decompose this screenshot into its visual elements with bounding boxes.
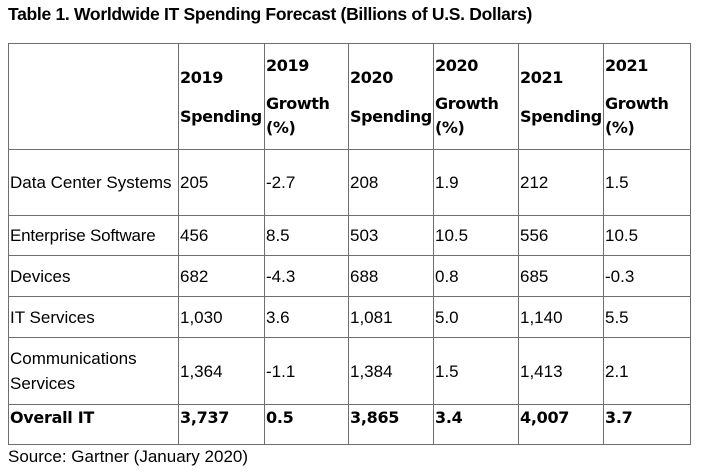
cell-2021-growth: 3.7 (603, 404, 691, 445)
header-2020-spending: 2020 Spending (348, 43, 434, 150)
segment-label: Enterprise Software (8, 215, 179, 256)
cell-2020-spending: 1,384 (348, 337, 434, 405)
table-row: Data Center Systems 205 -2.7 208 1.9 212… (8, 149, 691, 216)
header-year: 2019 (180, 67, 223, 87)
header-2019-spending: 2019 Spending (178, 43, 265, 150)
header-label: Growth (%) (605, 94, 669, 137)
cell-2021-spending: 556 (518, 215, 604, 256)
cell-2021-spending: 1,413 (518, 337, 604, 405)
cell-2021-growth: 2.1 (603, 337, 691, 405)
cell-2019-spending: 682 (178, 255, 265, 297)
header-2019-growth: 2019 Growth (%) (264, 43, 349, 150)
cell-2019-growth: -2.7 (264, 149, 349, 216)
header-2020-growth: 2020 Growth (%) (433, 43, 519, 150)
source-note: Source: Gartner (January 2020) (8, 447, 249, 466)
cell-2019-spending: 1,364 (178, 337, 265, 405)
cell-2021-growth: 1.5 (603, 149, 691, 216)
cell-2021-growth: 10.5 (603, 215, 691, 256)
cell-2020-growth: 5.0 (433, 296, 519, 338)
segment-label: IT Services (8, 296, 179, 338)
header-label: Growth (%) (435, 94, 499, 137)
header-year: 2021 (520, 67, 563, 87)
header-2021-spending: 2021 Spending (518, 43, 604, 150)
table-row: IT Services 1,030 3.6 1,081 5.0 1,140 5.… (8, 296, 691, 338)
cell-2019-spending: 3,737 (178, 404, 265, 445)
header-label: Spending (350, 106, 432, 126)
cell-2019-growth: 3.6 (264, 296, 349, 338)
total-row: Overall IT 3,737 0.5 3,865 3.4 4,007 3.7 (8, 404, 691, 445)
segment-label: Overall IT (8, 404, 179, 445)
cell-2019-spending: 1,030 (178, 296, 265, 338)
cell-2020-growth: 1.5 (433, 337, 519, 405)
header-year: 2021 (605, 56, 648, 75)
table-row: Enterprise Software 456 8.5 503 10.5 556… (8, 215, 691, 256)
table-row: Devices 682 -4.3 688 0.8 685 -0.3 (8, 255, 691, 297)
cell-2019-spending: 456 (178, 215, 265, 256)
header-year: 2020 (350, 67, 393, 87)
segment-label: Communications Services (8, 337, 179, 405)
cell-2021-growth: 5.5 (603, 296, 691, 338)
header-segment (8, 43, 179, 150)
cell-2021-spending: 212 (518, 149, 604, 216)
it-spending-table: 2019 Spending 2019 Growth (%) 2020 Spend… (8, 43, 691, 445)
header-label: Spending (180, 106, 262, 126)
header-year: 2020 (435, 56, 478, 75)
cell-2021-spending: 1,140 (518, 296, 604, 338)
cell-2020-spending: 503 (348, 215, 434, 256)
header-year: 2019 (266, 56, 309, 75)
cell-2020-growth: 3.4 (433, 404, 519, 445)
cell-2020-growth: 1.9 (433, 149, 519, 216)
header-row: 2019 Spending 2019 Growth (%) 2020 Spend… (8, 43, 691, 150)
cell-2019-growth: -1.1 (264, 337, 349, 405)
cell-2020-spending: 3,865 (348, 404, 434, 445)
cell-2019-growth: 8.5 (264, 215, 349, 256)
cell-2021-spending: 685 (518, 255, 604, 297)
table-row: Communications Services 1,364 -1.1 1,384… (8, 337, 691, 405)
segment-label: Data Center Systems (8, 149, 179, 216)
cell-2020-spending: 208 (348, 149, 434, 216)
cell-2020-spending: 688 (348, 255, 434, 297)
cell-2019-growth: -4.3 (264, 255, 349, 297)
cell-2021-growth: -0.3 (603, 255, 691, 297)
cell-2019-spending: 205 (178, 149, 265, 216)
header-2021-growth: 2021 Growth (%) (603, 43, 691, 150)
cell-2020-spending: 1,081 (348, 296, 434, 338)
segment-label: Devices (8, 255, 179, 297)
cell-2020-growth: 0.8 (433, 255, 519, 297)
table-title: Table 1. Worldwide IT Spending Forecast … (8, 4, 533, 24)
cell-2019-growth: 0.5 (264, 404, 349, 445)
cell-2021-spending: 4,007 (518, 404, 604, 445)
header-label: Spending (520, 106, 602, 126)
cell-2020-growth: 10.5 (433, 215, 519, 256)
header-label: Growth (%) (266, 94, 330, 137)
